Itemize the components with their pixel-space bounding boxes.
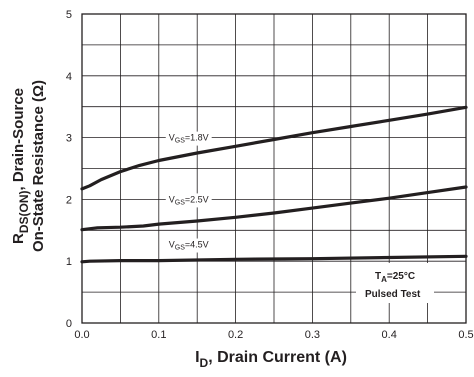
y-axis-title-line1: RDS(ON), Drain-Source [10,88,31,244]
curve-labels: VGS=1.8V VGS=2.5V VGS=4.5V [165,131,212,253]
x-tick-label: 0.2 [228,329,243,341]
y-tick-label: 3 [66,133,72,145]
pulsed-test-note: Pulsed Test [365,289,421,300]
curve-label-vgs-1.8v: VGS=1.8V [169,133,209,145]
curve-label-background [165,238,212,253]
y-tick-label: 0 [66,318,72,330]
y-tick-label: 5 [66,9,72,21]
curve-label-background [165,131,212,146]
curves [80,105,468,264]
x-tick-label: 0.4 [382,329,397,341]
y-tick-label: 4 [66,71,72,83]
curve-label-vgs-2.5v: VGS=2.5V [169,194,209,206]
series-line-2 [80,254,468,264]
note-background [356,263,434,303]
series-line-0 [80,105,468,191]
plot-frame [81,13,467,324]
y-axis-title-line2: On-State Resistance (Ω) [30,80,47,252]
x-tick-label: 0.0 [74,329,89,341]
curve-label-vgs-4.5v: VGS=4.5V [169,240,209,252]
x-tick-label: 0.3 [305,329,320,341]
series-line-1 [80,185,468,232]
x-tick-label: 0.1 [151,329,166,341]
y-tick-label: 1 [66,256,72,268]
ambient-temperature-note: TA=25°C [375,271,415,284]
x-axis-title: ID, Drain Current (A) [195,349,347,370]
test-conditions-note: TA=25°C Pulsed Test [356,263,434,303]
y-tick-label: 2 [66,194,72,206]
curve-label-background [165,193,212,208]
x-tick-label: 0.5 [458,329,473,341]
tick-labels: 0.0 0.1 0.2 0.3 0.4 0.5 0 1 2 3 4 5 [66,9,474,341]
